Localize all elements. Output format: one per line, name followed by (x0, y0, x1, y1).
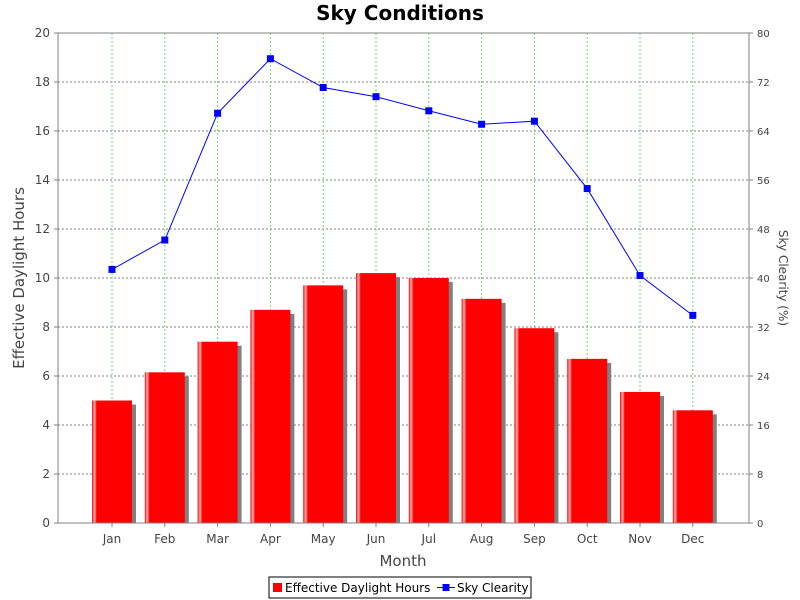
line-point (214, 109, 222, 117)
line-point (530, 117, 538, 125)
x-tick-label: Aug (470, 532, 493, 546)
legend-marker-line (442, 584, 450, 591)
y-tick-label: 6 (42, 369, 50, 383)
line-point (372, 93, 380, 101)
clearity-line (111, 58, 694, 316)
bar (356, 273, 396, 523)
x-tick-label: Jun (366, 532, 386, 546)
line-point (478, 120, 486, 128)
bar (461, 298, 502, 523)
y-tick-label: 18 (35, 75, 50, 89)
x-tick-label: Dec (681, 532, 704, 546)
bar-series (92, 273, 717, 523)
bar (672, 410, 713, 523)
y-axis-label: Effective Daylight Hours (10, 187, 28, 369)
x-tick-label: Feb (154, 532, 175, 546)
y-tick-label: 8 (42, 320, 50, 334)
x-tick-label: Apr (260, 532, 281, 546)
y-tick-label: 16 (35, 124, 50, 138)
y-tick-label: 14 (35, 173, 50, 187)
y2-tick-label: 48 (757, 225, 770, 236)
bar (620, 391, 660, 523)
y2-axis-label: Sky Clearity (%) (776, 230, 790, 326)
x-tick-label: Mar (206, 532, 229, 546)
chart-title: Sky Conditions (316, 1, 484, 25)
line-point (689, 311, 697, 319)
bar (250, 309, 291, 523)
y2-tick-label: 40 (757, 274, 770, 285)
x-tick-label: Oct (577, 532, 598, 546)
y2-tick-label: 80 (757, 29, 770, 40)
y2-tick-label: 56 (757, 176, 770, 187)
bar (567, 358, 608, 523)
x-tick-label: May (311, 532, 336, 546)
y-tick-label: 2 (42, 467, 50, 481)
x-axis-label: Month (379, 552, 426, 570)
y2-tick-label: 72 (757, 78, 770, 89)
bar (144, 372, 185, 523)
bar (92, 400, 132, 523)
legend-label-bars: Effective Daylight Hours (285, 581, 430, 595)
legend-box (268, 576, 532, 599)
line-point (583, 185, 591, 193)
y2-tick-label: 0 (757, 519, 763, 530)
x-tick-label: Jan (102, 532, 122, 546)
line-point (108, 265, 116, 273)
y-tick-label: 12 (35, 222, 50, 236)
y-tick-label: 10 (35, 271, 50, 285)
y2-tick-label: 64 (757, 127, 770, 138)
legend-swatch-bars (273, 583, 282, 592)
bar (408, 278, 449, 523)
x-tick-label: Nov (628, 532, 651, 546)
y2-tick-label: 16 (757, 421, 770, 432)
bar (197, 341, 238, 523)
line-point (161, 236, 169, 244)
y-tick-label: 4 (42, 418, 50, 432)
x-tick-label: Sep (523, 532, 546, 546)
y-axis-left: 0 2 4 6 8 10 12 14 16 18 20 (35, 26, 58, 530)
line-point (636, 272, 644, 280)
bar (303, 285, 344, 523)
y-tick-label: 0 (42, 516, 50, 530)
x-axis: Jan Feb Mar Apr May Jun Jul Aug Sep Oct Nov Dec (102, 523, 704, 546)
legend: Effective Daylight Hours Sky Clearity (268, 576, 532, 599)
y2-tick-label: 8 (757, 470, 763, 481)
line-point (319, 84, 327, 92)
bar (514, 328, 555, 523)
y2-tick-label: 32 (757, 323, 770, 334)
y-tick-label: 20 (35, 26, 50, 40)
y2-tick-label: 24 (757, 372, 770, 383)
x-tick-label: Jul (421, 532, 436, 546)
line-point (425, 107, 433, 115)
line-series (108, 55, 697, 319)
y-axis-right: 0 8 16 24 32 40 48 56 64 72 80 (749, 29, 770, 530)
line-point (266, 55, 274, 63)
legend-label-line: Sky Clearity (457, 581, 529, 595)
